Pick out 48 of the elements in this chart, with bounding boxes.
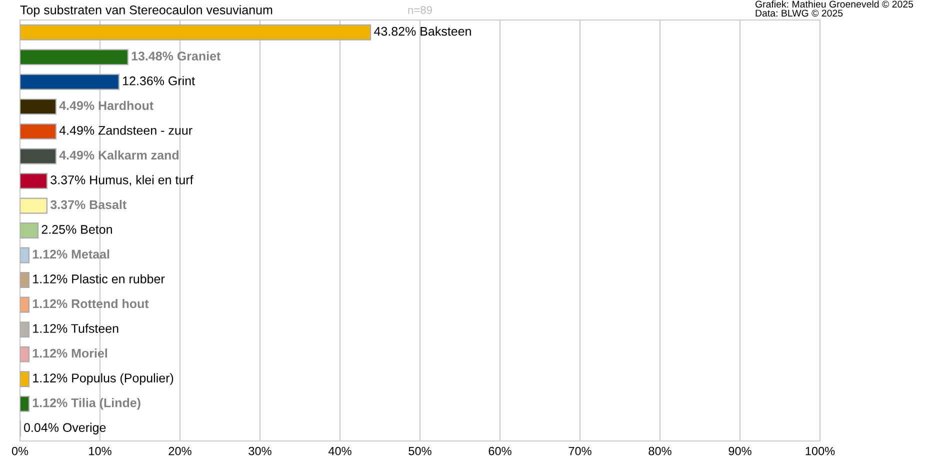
bar	[20, 172, 48, 189]
bar	[20, 322, 30, 338]
x-tick-label: 100%	[806, 446, 835, 456]
bar	[20, 74, 120, 90]
bar	[20, 98, 56, 115]
text: Data: BLWG © 2025	[756, 10, 843, 17]
chart-subtitle: n=89	[408, 6, 432, 14]
data-label: 3.37% Humus, klei en turf	[50, 175, 194, 186]
data-label: 3.37% Basalt	[50, 200, 126, 210]
chart-title: Top substraten van Stereocaulon vesuvianum	[20, 5, 272, 17]
bar	[20, 148, 56, 164]
x-tick-label: 30%	[248, 446, 272, 456]
bar	[20, 123, 56, 140]
data-label: 1.12% Metaal	[32, 249, 110, 259]
data-label: 2.25% Beton	[42, 225, 112, 234]
x-tick-label: 80%	[648, 446, 672, 456]
bar	[20, 396, 30, 412]
x-tick-label: 50%	[408, 446, 432, 456]
data-label: 1.12% Rottend hout	[32, 298, 149, 308]
data-label: 1.12% Tilia (Linde)	[32, 398, 140, 410]
data-label: 4.49% Kalkarm zand	[59, 150, 178, 160]
data-label: 43.82% Baksteen	[374, 26, 471, 36]
bar	[20, 296, 30, 313]
text: Grafiek: Mathieu Groeneveld © 2025	[755, 0, 914, 8]
bar	[20, 198, 48, 214]
x-tick-label: 0%	[12, 446, 28, 456]
data-label: 1.12% Populus (Populier)	[33, 373, 174, 385]
data-label: 4.49% Zandsteen - zuur	[59, 126, 192, 135]
bar	[20, 247, 30, 264]
x-tick-label: 70%	[568, 446, 592, 456]
data-label: 0.04% Overige	[24, 422, 106, 434]
data-label: 1.12% Moriel	[32, 348, 107, 358]
bar	[20, 24, 372, 40]
bar	[20, 371, 30, 388]
bar	[20, 222, 39, 238]
x-tick-label: 90%	[728, 446, 752, 456]
data-label: 1.12% Tufsteen	[33, 324, 118, 333]
x-tick-label: 40%	[328, 446, 352, 456]
x-tick-label: 20%	[168, 446, 192, 456]
bar	[20, 49, 128, 66]
bar	[20, 346, 30, 362]
data-label: 4.49% Hardhout	[59, 100, 154, 110]
x-tick-label: 10%	[89, 446, 112, 456]
data-label: 13.48% Graniet	[132, 51, 221, 61]
x-tick-label: 60%	[488, 446, 512, 456]
bar	[20, 272, 30, 288]
data-label: 12.36% Grint	[123, 76, 195, 86]
data-label: 1.12% Plastic en rubber	[33, 274, 165, 284]
